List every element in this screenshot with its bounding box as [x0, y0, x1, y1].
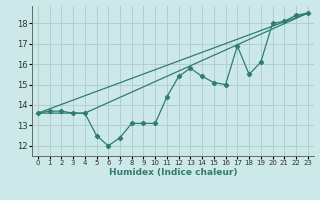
X-axis label: Humidex (Indice chaleur): Humidex (Indice chaleur): [108, 168, 237, 177]
